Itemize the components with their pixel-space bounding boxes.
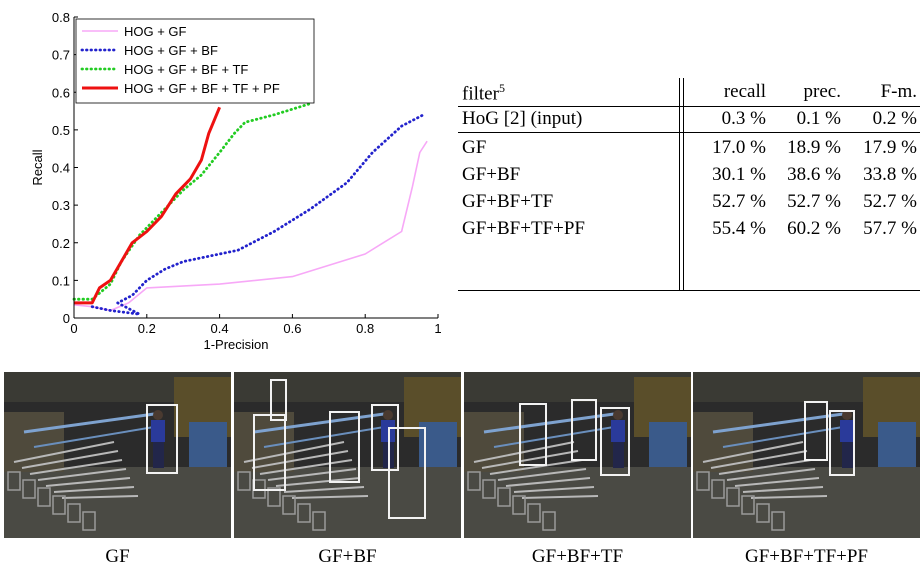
recall-precision-chart: 0 0.2 0.4 0.6 0.8 1 0 0.1 0.2 0.3 0.4 0.5 0.6 0.7 0.8 1… xyxy=(30,10,442,352)
table-rule xyxy=(458,106,920,107)
legend-label-2: HOG + GF + BF xyxy=(124,43,218,58)
table-row: HoG [2] (input) 0.3 % 0.1 % 0.2 % xyxy=(458,105,920,132)
legend-label-3: HOG + GF + BF + TF xyxy=(124,62,248,77)
factory-scene-image xyxy=(464,372,691,538)
y-tick-label: 0.8 xyxy=(52,10,70,25)
cell-recall: 17.0 % xyxy=(712,137,766,158)
cell-filter: GF+BF+TF xyxy=(462,191,554,212)
x-tick-label: 0.8 xyxy=(356,321,374,336)
legend-label-4: HOG + GF + BF + TF + PF xyxy=(124,81,280,96)
factory-scene-image xyxy=(4,372,231,538)
x-tick-label: 0.4 xyxy=(211,321,229,336)
header-fm: F-m. xyxy=(880,81,917,102)
cell-filter: GF+BF+TF+PF xyxy=(462,218,585,239)
y-tick-label: 0.1 xyxy=(52,273,70,288)
y-tick-label: 0.5 xyxy=(52,123,70,138)
series-line-2 xyxy=(90,113,425,316)
cell-prec: 0.1 % xyxy=(796,108,841,129)
cell-recall: 0.3 % xyxy=(721,108,766,129)
y-tick-label: 0.3 xyxy=(52,198,70,213)
cell-recall: 30.1 % xyxy=(712,164,766,185)
table-header-row: filter5 recall prec. F-m. xyxy=(458,78,920,105)
caption-gf-bf-tf-pf: GF+BF+TF+PF xyxy=(745,546,868,567)
caption-gf: GF xyxy=(105,546,130,567)
cell-fm: 52.7 % xyxy=(863,191,917,212)
y-tick-label: 0.7 xyxy=(52,48,70,63)
y-axis-label: Recall xyxy=(30,149,45,185)
cell-filter: HoG [2] (input) xyxy=(462,108,583,129)
frame-gf xyxy=(4,372,231,538)
table-divider xyxy=(679,78,680,291)
series-line-4 xyxy=(74,106,221,305)
cell-prec: 60.2 % xyxy=(787,218,841,239)
table-row: GF+BF+TF+PF 55.4 % 60.2 % 57.7 % xyxy=(458,215,920,242)
table-row: GF+BF+TF 52.7 % 52.7 % 52.7 % xyxy=(458,188,920,215)
cell-prec: 18.9 % xyxy=(787,137,841,158)
y-tick-label: 0.2 xyxy=(52,236,70,251)
results-table: filter5 recall prec. F-m. HoG [2] (input… xyxy=(458,78,920,291)
factory-scene-image xyxy=(234,372,461,538)
table-divider xyxy=(683,78,684,291)
table-row: GF+BF 30.1 % 38.6 % 33.8 % xyxy=(458,161,920,188)
cell-prec: 38.6 % xyxy=(787,164,841,185)
factory-scene-image xyxy=(693,372,920,538)
header-recall: recall xyxy=(723,81,766,102)
cell-filter: GF+BF xyxy=(462,164,521,185)
series-line-1 xyxy=(73,140,428,312)
cell-fm: 17.9 % xyxy=(863,137,917,158)
y-tick-label: 0.6 xyxy=(52,85,70,100)
cell-filter: GF xyxy=(462,137,487,158)
header-filter: filter xyxy=(462,83,499,105)
cell-prec: 52.7 % xyxy=(787,191,841,212)
cell-fm: 57.7 % xyxy=(863,218,917,239)
detection-frames xyxy=(0,372,921,538)
cell-recall: 52.7 % xyxy=(712,191,766,212)
x-tick-label: 1 xyxy=(434,321,441,336)
x-axis-label: 1-Precision xyxy=(203,337,268,352)
cell-recall: 55.4 % xyxy=(712,218,766,239)
legend-label-1: HOG + GF xyxy=(124,24,187,39)
table-rule xyxy=(458,132,920,133)
header-prec: prec. xyxy=(803,81,841,102)
series-line-3 xyxy=(72,102,313,301)
x-tick-label: 0 xyxy=(70,321,77,336)
x-tick-label: 0.6 xyxy=(283,321,301,336)
caption-gf-bf-tf: GF+BF+TF xyxy=(531,546,624,567)
table-rule xyxy=(458,290,920,291)
frame-gf-bf-tf-pf xyxy=(693,372,920,538)
y-tick-label: 0.4 xyxy=(52,161,70,176)
cell-fm: 0.2 % xyxy=(872,108,917,129)
caption-gf-bf: GF+BF xyxy=(318,546,377,567)
y-tick-label: 0 xyxy=(63,311,70,326)
frame-gf-bf-tf xyxy=(464,372,691,538)
table-row: GF 17.0 % 18.9 % 17.9 % xyxy=(458,134,920,161)
header-footnote: 5 xyxy=(498,81,505,95)
cell-fm: 33.8 % xyxy=(863,164,917,185)
x-tick-label: 0.2 xyxy=(138,321,156,336)
frame-gf-bf xyxy=(234,372,461,538)
